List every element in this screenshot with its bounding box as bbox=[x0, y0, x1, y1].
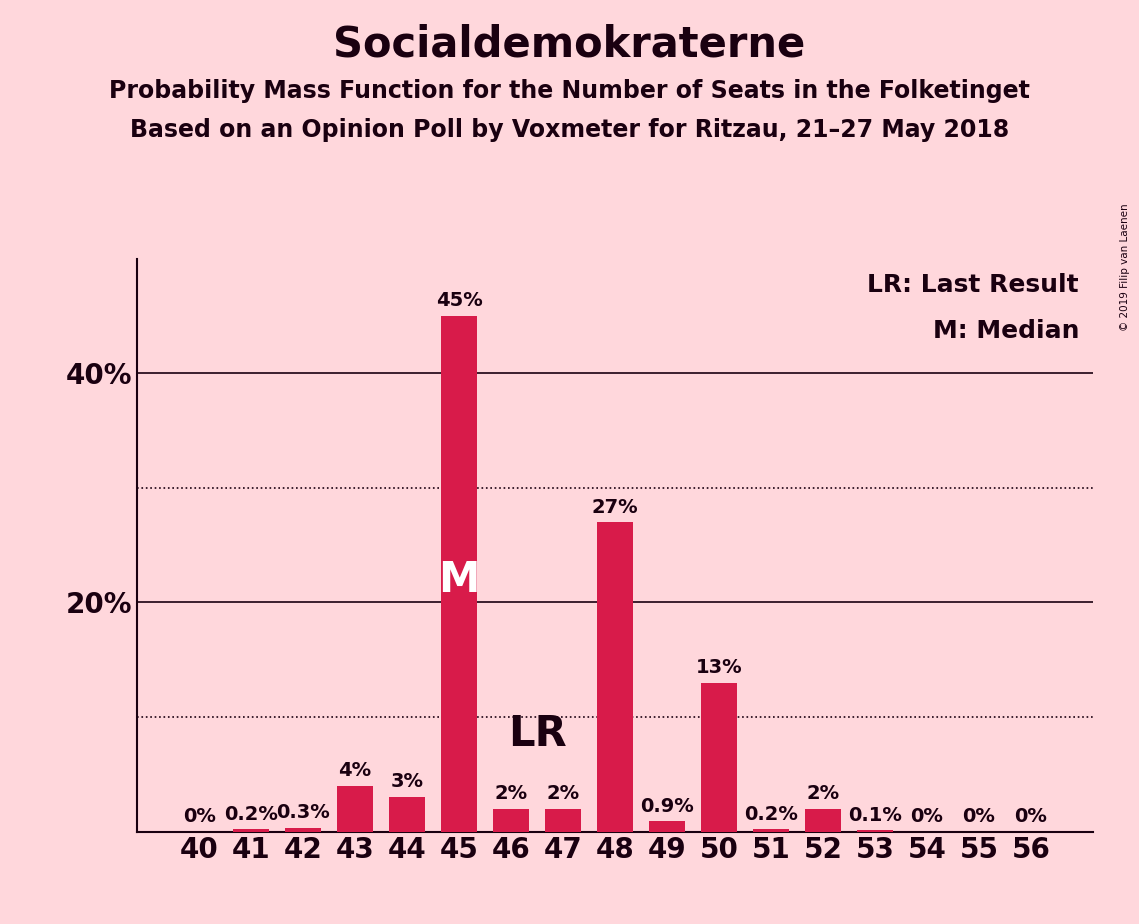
Text: 0.9%: 0.9% bbox=[640, 796, 694, 816]
Bar bbox=[232, 830, 269, 832]
Bar bbox=[700, 683, 737, 832]
Text: 0%: 0% bbox=[1015, 807, 1048, 826]
Bar bbox=[753, 830, 789, 832]
Bar bbox=[857, 831, 893, 832]
Text: M: M bbox=[439, 558, 480, 601]
Text: 0.3%: 0.3% bbox=[276, 804, 330, 822]
Text: Based on an Opinion Poll by Voxmeter for Ritzau, 21–27 May 2018: Based on an Opinion Poll by Voxmeter for… bbox=[130, 118, 1009, 142]
Text: 13%: 13% bbox=[696, 658, 743, 677]
Text: LR: LR bbox=[508, 713, 566, 755]
Text: LR: Last Result: LR: Last Result bbox=[868, 274, 1079, 297]
Text: 45%: 45% bbox=[436, 291, 483, 310]
Bar bbox=[493, 808, 530, 832]
Text: 27%: 27% bbox=[592, 497, 638, 517]
Text: 0%: 0% bbox=[910, 807, 943, 826]
Text: 2%: 2% bbox=[547, 784, 580, 803]
Text: 0.2%: 0.2% bbox=[744, 805, 798, 823]
Bar bbox=[649, 821, 686, 832]
Text: 0%: 0% bbox=[962, 807, 995, 826]
Text: 3%: 3% bbox=[391, 772, 424, 792]
Text: 0.1%: 0.1% bbox=[849, 806, 902, 825]
Bar bbox=[544, 808, 581, 832]
Text: 0.2%: 0.2% bbox=[224, 805, 278, 823]
Bar bbox=[597, 522, 633, 832]
Bar bbox=[441, 316, 477, 832]
Text: M: Median: M: Median bbox=[933, 319, 1079, 343]
Text: Socialdemokraterne: Socialdemokraterne bbox=[334, 23, 805, 65]
Text: 2%: 2% bbox=[806, 784, 839, 803]
Text: 2%: 2% bbox=[494, 784, 527, 803]
Text: 0%: 0% bbox=[182, 807, 215, 826]
Bar bbox=[805, 808, 842, 832]
Text: 4%: 4% bbox=[338, 761, 371, 780]
Bar bbox=[388, 797, 425, 832]
Text: Probability Mass Function for the Number of Seats in the Folketinget: Probability Mass Function for the Number… bbox=[109, 79, 1030, 103]
Bar bbox=[285, 828, 321, 832]
Text: © 2019 Filip van Laenen: © 2019 Filip van Laenen bbox=[1120, 203, 1130, 331]
Bar bbox=[337, 785, 374, 832]
